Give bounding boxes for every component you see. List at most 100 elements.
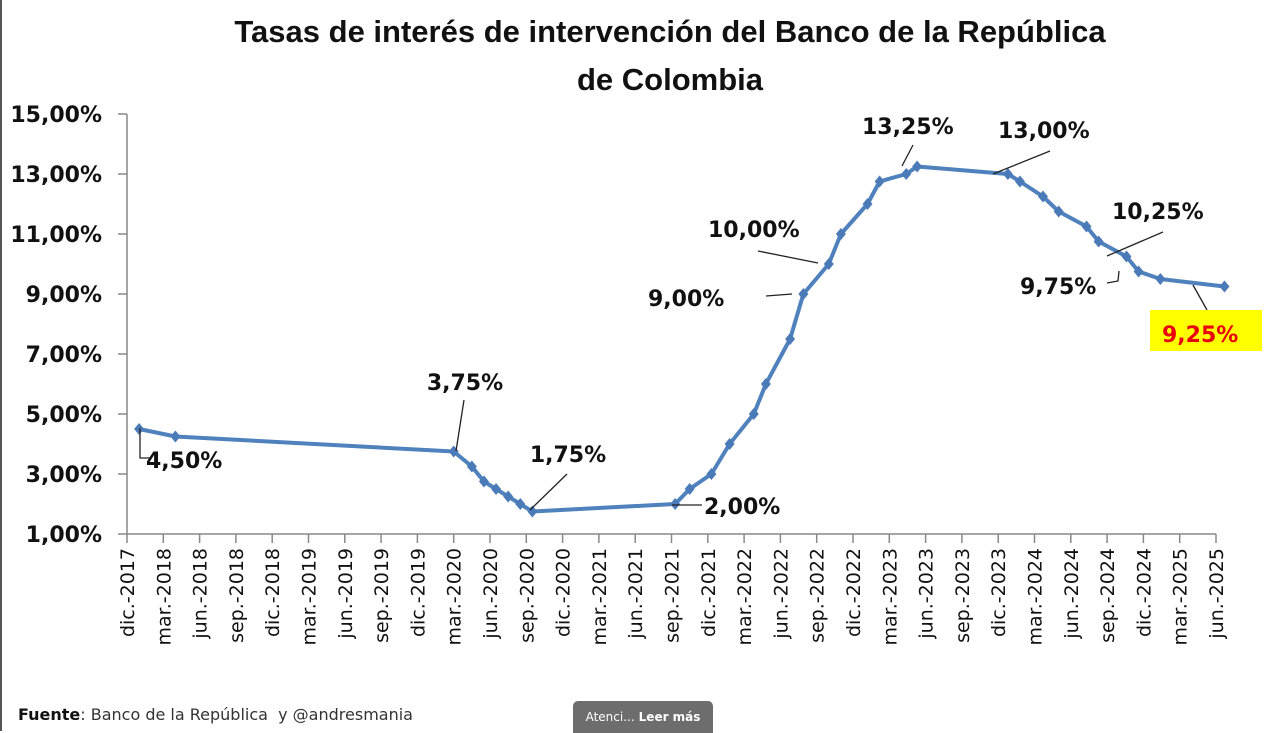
- source-footer: Fuente: Banco de la República y @andresm…: [18, 705, 413, 724]
- x-tick-label: jun.-2023: [916, 548, 938, 640]
- x-tick-label: jun.-2018: [190, 548, 212, 640]
- x-tick-label: sep.-2023: [952, 548, 974, 643]
- data-point-marker: [1081, 220, 1092, 233]
- left-border: [0, 0, 2, 731]
- x-tick-label: dic.-2019: [407, 548, 429, 637]
- line-chart: 15,00% 13,00% 11,00% 9,00% 7,00% 5,00% 3,00% 1,…: [10, 103, 1262, 645]
- data-label: 10,25%: [1112, 200, 1204, 225]
- data-point-marker: [684, 483, 695, 495]
- x-tick-label: mar.-2022: [734, 548, 756, 645]
- highlight-box: [1150, 310, 1262, 351]
- data-point-marker: [515, 498, 526, 510]
- data-point-marker: [1037, 190, 1048, 203]
- data-point-marker: [670, 498, 681, 510]
- x-tick-label: mar.-2023: [879, 548, 901, 645]
- data-point-marker: [862, 198, 873, 210]
- data-point-marker: [1133, 265, 1144, 278]
- y-tick-label: 3,00%: [26, 463, 102, 488]
- data-label: 10,00%: [708, 218, 800, 243]
- x-tick-label: mar.-2021: [589, 548, 611, 645]
- source-text: : Banco de la República: [80, 705, 268, 724]
- annotation-leader: [139, 428, 150, 459]
- data-point-marker: [527, 505, 538, 518]
- data-point-marker: [1053, 205, 1064, 218]
- data-label: 13,00%: [998, 119, 1090, 144]
- x-tick-label: dic.-2024: [1133, 548, 1155, 637]
- data-point-marker: [835, 228, 846, 240]
- x-tick-label: sep.-2021: [662, 548, 684, 643]
- x-tick-label: jun.-2019: [335, 548, 357, 640]
- x-tick-label: sep.-2018: [226, 548, 248, 643]
- x-tick-label: dic.-2018: [262, 548, 284, 637]
- chart-title-line-2: de Colombia: [576, 62, 763, 97]
- annotation-leader: [455, 399, 465, 452]
- y-tick-label: 7,00%: [26, 343, 102, 368]
- x-tick-label: sep.-2019: [371, 548, 393, 643]
- x-tick-label: dic.-2023: [988, 548, 1010, 637]
- annotation-leader: [765, 293, 793, 297]
- x-tick-label: mar.-2018: [153, 548, 175, 645]
- data-label: 1,75%: [530, 443, 606, 468]
- data-point-marker: [503, 490, 514, 503]
- credit-text: y @andresmania: [267, 705, 413, 724]
- data-label: 3,75%: [427, 371, 503, 396]
- data-point-marker: [491, 483, 502, 495]
- series-line: [138, 164, 1225, 514]
- data-point-marker: [134, 423, 145, 435]
- data-point-marker: [1219, 280, 1230, 293]
- x-tick-label: jun.-2020: [480, 548, 502, 640]
- data-label: 4,50%: [146, 449, 222, 474]
- data-label: 9,25%: [1162, 323, 1238, 348]
- y-tick-label: 1,00%: [26, 523, 102, 548]
- data-point-marker: [798, 288, 809, 300]
- x-tick-label: mar.-2020: [444, 548, 466, 645]
- y-tick-label: 11,00%: [10, 223, 102, 248]
- annotation-leader: [1192, 284, 1208, 311]
- data-label: 9,00%: [648, 287, 724, 312]
- annotation-leader: [1106, 231, 1164, 257]
- chart-title-line-1: Tasas de interés de intervención del Ban…: [234, 14, 1106, 49]
- read-more-prefix: Atenci...: [585, 710, 635, 724]
- data-label: 13,25%: [862, 115, 954, 140]
- data-point-marker: [823, 258, 834, 270]
- x-tick-label: dic.-2020: [553, 548, 575, 637]
- x-tick-label: sep.-2022: [807, 548, 829, 643]
- data-point-marker: [1093, 235, 1104, 248]
- x-tick-label: sep.-2024: [1097, 548, 1119, 643]
- x-tick-label: jun.-2022: [770, 548, 792, 640]
- x-tick-label: sep.-2020: [516, 548, 538, 643]
- data-point-marker: [170, 430, 181, 443]
- data-point-marker: [478, 475, 489, 488]
- read-more-label: Leer más: [638, 710, 701, 724]
- x-tick-label: mar.-2024: [1025, 548, 1047, 645]
- annotation-leader: [757, 250, 819, 264]
- x-tick-label: dic.-2021: [698, 548, 720, 637]
- data-point-marker: [748, 408, 759, 420]
- data-point-marker: [1155, 273, 1166, 285]
- data-point-marker: [785, 333, 796, 345]
- x-tick-label: jun.-2021: [625, 548, 647, 640]
- data-point-marker: [874, 175, 885, 188]
- annotation-leader: [529, 473, 568, 511]
- y-tick-label: 15,00%: [10, 103, 102, 128]
- source-label: Fuente: [18, 705, 81, 724]
- data-point-marker: [1121, 250, 1132, 263]
- data-point-marker: [912, 160, 923, 173]
- annotation-leader: [992, 150, 1051, 175]
- data-label: 2,00%: [704, 495, 780, 520]
- data-point-marker: [901, 168, 912, 180]
- data-point-marker: [1014, 175, 1025, 188]
- data-point-marker: [760, 378, 771, 390]
- data-point-marker: [466, 460, 477, 473]
- y-tick-label: 5,00%: [26, 403, 102, 428]
- data-label: 9,75%: [1020, 275, 1096, 300]
- read-more-button[interactable]: Atenci... Leer más: [573, 701, 713, 733]
- x-tick-label: mar.-2025: [1170, 548, 1192, 645]
- x-tick-label: dic.-2017: [117, 548, 139, 637]
- data-point-marker: [1002, 168, 1013, 180]
- data-point-marker: [706, 468, 717, 480]
- y-tick-label: 13,00%: [10, 163, 102, 188]
- y-tick-label: 9,00%: [26, 283, 102, 308]
- data-point-marker: [724, 438, 735, 450]
- x-tick-label: jun.-2024: [1061, 548, 1083, 640]
